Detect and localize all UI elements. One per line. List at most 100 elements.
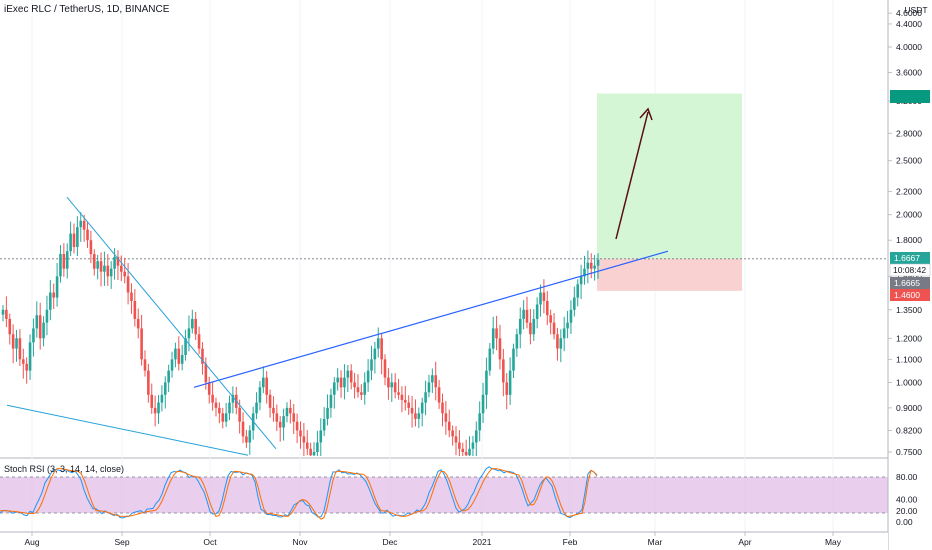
price-tick-label: 2.2000 <box>896 187 922 197</box>
candle <box>539 284 542 317</box>
candle <box>103 251 106 286</box>
lower-channel-line[interactable] <box>6 404 249 456</box>
stoch-d-line <box>0 468 598 520</box>
candle <box>302 422 306 456</box>
candle <box>69 221 72 257</box>
candle <box>109 261 113 289</box>
price-tick-label: 2.0000 <box>896 210 922 220</box>
stoch-tick-label: 40.00 <box>896 495 918 505</box>
time-tick-label: Apr <box>738 537 751 547</box>
candle <box>99 252 103 287</box>
svg-text:1.4600: 1.4600 <box>894 290 920 300</box>
candle <box>390 373 394 402</box>
candle <box>289 399 292 424</box>
candle <box>586 250 590 284</box>
descending-trendline[interactable] <box>66 196 277 450</box>
candle <box>28 334 32 380</box>
candle <box>404 385 407 411</box>
stoch-tick-label: 20.00 <box>896 506 918 516</box>
price-tick-label: 4.4000 <box>896 19 922 29</box>
candle <box>346 365 350 393</box>
price-tick-label: 1.2000 <box>896 333 922 343</box>
candle <box>478 401 481 442</box>
candle <box>228 395 231 421</box>
candle <box>373 341 377 374</box>
candle <box>62 243 66 277</box>
candle <box>96 254 99 280</box>
candle <box>8 313 12 345</box>
candle <box>113 248 116 280</box>
candle <box>76 216 79 257</box>
candle <box>272 396 275 422</box>
candle <box>197 326 201 355</box>
price-pane[interactable] <box>0 0 888 458</box>
candle <box>502 348 505 397</box>
candle <box>221 407 225 429</box>
candle <box>163 376 167 409</box>
candle <box>157 395 160 424</box>
candle <box>120 255 123 282</box>
candle <box>556 327 559 361</box>
candle <box>245 429 248 448</box>
candle <box>417 407 421 429</box>
candle <box>49 280 52 321</box>
candle <box>549 309 552 335</box>
price-tick-label: 2.8000 <box>896 128 922 138</box>
candle <box>299 421 302 449</box>
stoch-title[interactable]: Stoch RSI (3, 3, 14, 14, close) <box>4 464 125 474</box>
candle <box>573 286 576 317</box>
candle <box>559 329 563 363</box>
time-axis[interactable] <box>0 532 888 550</box>
candle <box>437 379 441 409</box>
candle <box>339 370 343 398</box>
candle <box>211 382 214 411</box>
candle <box>316 430 319 456</box>
candle <box>397 378 400 400</box>
candle <box>262 366 265 394</box>
stop-zone[interactable] <box>597 258 742 291</box>
candle <box>593 254 596 281</box>
candle <box>424 380 427 416</box>
candle <box>150 383 154 414</box>
target-tag <box>890 90 930 103</box>
candle <box>45 295 49 336</box>
candle <box>387 368 390 400</box>
candle <box>349 364 353 390</box>
candle <box>569 300 573 334</box>
candle <box>170 351 174 378</box>
candle <box>488 343 492 376</box>
candle <box>444 400 448 435</box>
symbol-title[interactable]: iExec RLC / TetherUS, 1D, BINANCE <box>4 4 170 15</box>
candle <box>400 386 404 413</box>
candle <box>153 395 157 427</box>
candle <box>471 435 475 456</box>
candle <box>126 262 130 305</box>
projection-arrow[interactable] <box>615 107 653 240</box>
candle <box>147 363 150 403</box>
candle <box>360 384 363 401</box>
candle <box>427 374 431 398</box>
time-tick-label: May <box>825 537 842 547</box>
candle <box>11 324 15 364</box>
candle <box>522 300 525 330</box>
candle <box>305 430 309 456</box>
candle <box>224 402 228 427</box>
candle <box>468 436 471 456</box>
candle <box>42 316 45 347</box>
ascending-trendline[interactable] <box>193 250 669 388</box>
candle <box>295 413 299 444</box>
candle <box>72 223 76 254</box>
candle <box>515 328 519 357</box>
time-tick-label: Oct <box>203 537 217 547</box>
target-zone[interactable] <box>597 93 742 259</box>
candle <box>336 368 339 391</box>
candle <box>35 301 39 338</box>
candle <box>464 439 468 456</box>
candle <box>454 426 458 456</box>
candle <box>207 376 211 404</box>
price-tick-label: 1.5500 <box>896 271 922 281</box>
candle <box>326 394 329 426</box>
candle <box>187 315 191 352</box>
